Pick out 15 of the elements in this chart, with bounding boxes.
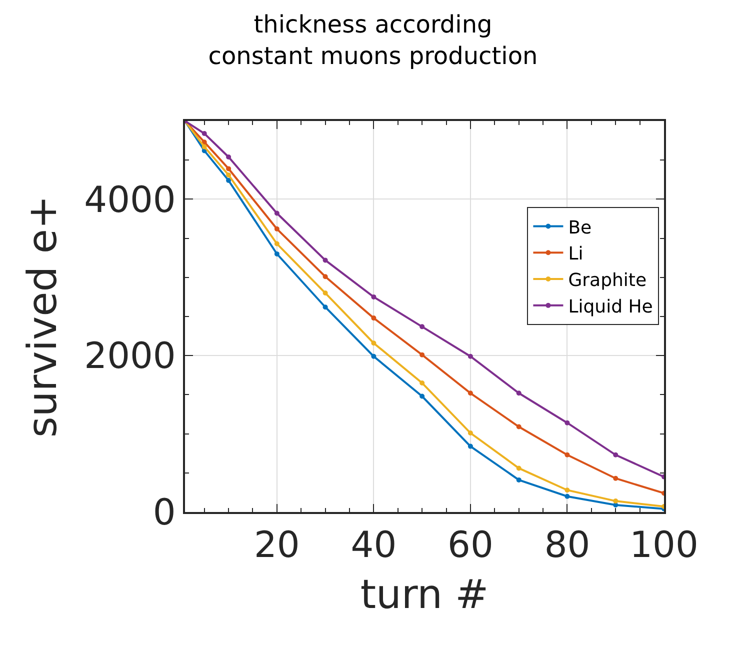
x-tick-label: 80	[544, 525, 590, 566]
legend-label: Liquid He	[568, 296, 653, 318]
legend-label: Be	[568, 217, 592, 238]
x-tick-label: 60	[448, 525, 494, 566]
x-tick-label: 100	[630, 525, 698, 566]
chart-title: thickness according constant muons production	[208, 10, 538, 70]
y-axis-title: survived e+	[20, 196, 66, 438]
x-axis-title: turn #	[360, 572, 489, 618]
y-tick-label: 4000	[84, 180, 176, 221]
legend-label: Graphite	[568, 270, 647, 292]
y-tick-label: 2000	[84, 336, 176, 378]
y-tick-label: 0	[152, 492, 176, 534]
x-tick-label: 40	[350, 525, 397, 566]
legend-label: Li	[568, 244, 584, 265]
x-tick-label: 20	[254, 525, 300, 566]
